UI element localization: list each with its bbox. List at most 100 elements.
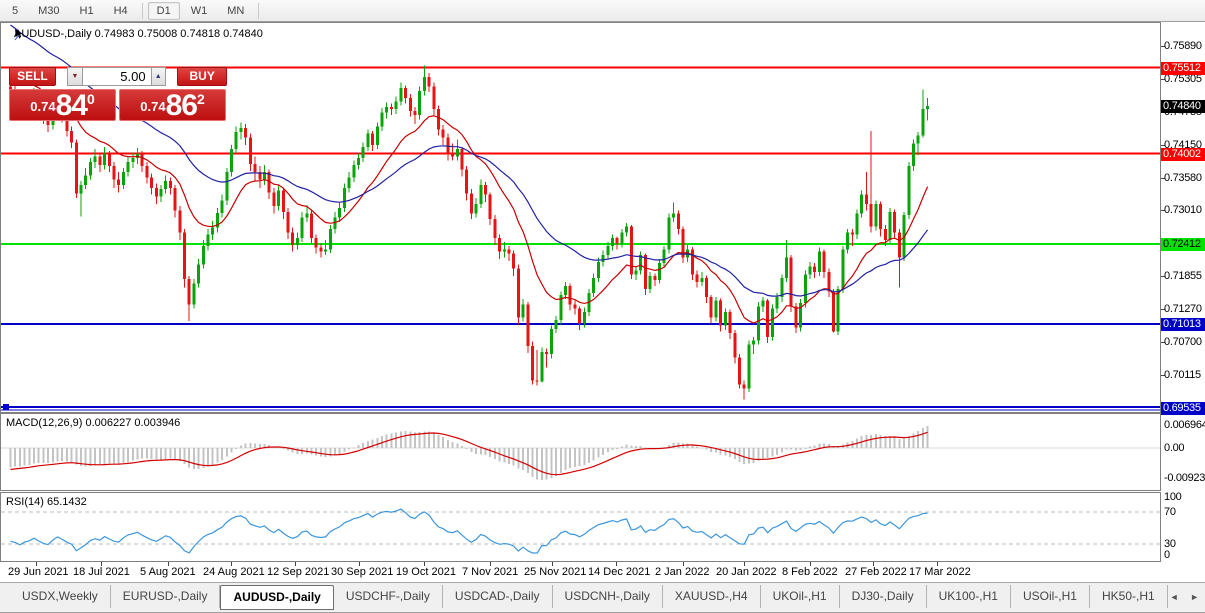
timeframe-button-h1[interactable]: H1: [79, 4, 94, 17]
chart-tab-eurusd[interactable]: EURUSD-,Daily: [111, 585, 221, 608]
price-axis-tick: [1161, 177, 1165, 179]
date-axis-tick: [490, 562, 491, 566]
macd-label: MACD(12,26,9) 0.006227 0.003946: [6, 417, 181, 429]
date-axis-tick: [616, 562, 617, 566]
tab-scroll-right-button[interactable]: ►: [1190, 592, 1199, 602]
date-axis-label: 5 Aug 2021: [140, 566, 196, 578]
price-chart-panel[interactable]: AUDUSD-,Daily 0.74983 0.75008 0.74818 0.…: [0, 22, 1161, 413]
chart-tab-usdcad[interactable]: USDCAD-,Daily: [443, 585, 553, 608]
price-line-label: 0.74002: [1161, 147, 1205, 161]
price-axis: 0.758900.753050.747350.741500.735800.730…: [1161, 22, 1205, 582]
date-axis-label: 24 Aug 2021: [203, 566, 265, 578]
chart-tab-xauusd[interactable]: XAUUSD-,H4: [663, 585, 761, 608]
price-axis-tick: [1161, 275, 1165, 277]
volume-input[interactable]: [81, 67, 152, 86]
symbol-quote-line: AUDUSD-,Daily 0.74983 0.75008 0.74818 0.…: [14, 28, 263, 40]
price-axis-label: 0.71270: [1164, 303, 1202, 316]
chart-tab-usdcnh[interactable]: USDCNH-,Daily: [553, 585, 663, 608]
price-line-label: 0.75512: [1161, 61, 1205, 75]
toolbar-separator: [141, 2, 143, 19]
timeframe-toolbar: 5 M30 H1 H4 D1 W1 MN: [0, 0, 1205, 22]
date-axis-label: 25 Nov 2021: [524, 566, 587, 578]
chart-tab-hk50[interactable]: HK50-,H1: [1090, 585, 1168, 608]
date-axis-label: 29 Jun 2021: [8, 566, 69, 578]
toolbar-separator: [258, 2, 260, 19]
buy-price-big: 86: [165, 89, 198, 122]
timeframe-button-h4[interactable]: H4: [113, 4, 128, 17]
buy-price-prefix: 0.74: [140, 99, 166, 114]
date-axis-label: 18 Jul 2021: [73, 566, 130, 578]
buy-button[interactable]: BUY: [177, 67, 228, 86]
sell-price-big: 84: [55, 89, 88, 122]
date-axis-tick: [231, 562, 232, 566]
macd-panel[interactable]: MACD(12,26,9) 0.006227 0.003946: [0, 413, 1161, 491]
sell-price-box[interactable]: 0.74 84 0: [9, 89, 116, 121]
chart-tab-ukoil[interactable]: UKOil-,H1: [761, 585, 840, 608]
date-axis: 29 Jun 2021 18 Jul 2021 5 Aug 2021 24 Aug 2…: [0, 562, 1161, 582]
price-axis-tick: [1161, 46, 1165, 47]
chart-tab-usdchf[interactable]: USDCHF-,Daily: [334, 585, 443, 608]
date-axis-label: 30 Sep 2021: [331, 566, 394, 578]
price-axis-label: 0.75305: [1164, 73, 1202, 86]
timeframe-button-w1[interactable]: W1: [190, 4, 208, 17]
rsi-canvas[interactable]: [1, 493, 1160, 561]
chart-tab-bar: USDX,Weekly EURUSD-,Daily AUDUSD-,Daily USD…: [0, 582, 1205, 613]
date-axis-tick: [424, 562, 425, 566]
spacer: [56, 67, 67, 86]
timeframe-button-mn[interactable]: MN: [227, 4, 245, 17]
date-axis-tick: [873, 562, 874, 566]
volume-increase-button[interactable]: ▲: [151, 67, 166, 86]
price-axis-label: 0.70115: [1164, 368, 1201, 381]
sell-button[interactable]: SELL: [9, 67, 56, 86]
date-axis-tick: [552, 562, 553, 566]
date-axis-tick: [683, 562, 684, 566]
macd-axis-label: -0.00923: [1164, 472, 1205, 484]
rsi-axis-label: 30: [1164, 538, 1176, 550]
price-line-label: 0.74840: [1161, 99, 1205, 113]
rsi-axis-label: 0: [1164, 549, 1170, 561]
date-axis-tick: [101, 562, 102, 566]
tab-scroll-left-button[interactable]: ◄: [1169, 592, 1179, 602]
date-axis-tick: [36, 562, 37, 566]
price-line-label: 0.69535: [1161, 401, 1205, 415]
price-axis-tick: [1161, 210, 1165, 212]
price-axis-label: 0.75890: [1164, 40, 1202, 52]
price-axis-tick: [1161, 309, 1165, 311]
date-axis-tick: [744, 562, 745, 566]
date-axis-label: 19 Oct 2021: [396, 566, 456, 578]
macd-axis-label: 0.006964: [1164, 419, 1205, 431]
price-axis-tick: [1161, 374, 1165, 376]
buy-price-box[interactable]: 0.74 86 2: [119, 89, 226, 121]
timeframe-button-5[interactable]: 5: [12, 4, 19, 17]
rsi-axis-label: 100: [1164, 491, 1182, 503]
date-axis-label: 27 Feb 2022: [845, 566, 907, 578]
date-axis-tick: [937, 562, 938, 566]
volume-decrease-button[interactable]: ▼: [67, 67, 82, 86]
macd-canvas[interactable]: [1, 414, 1160, 490]
date-axis-label: 14 Dec 2021: [588, 566, 651, 578]
date-axis-label: 8 Feb 2022: [782, 566, 838, 578]
date-axis-tick: [168, 562, 169, 566]
rsi-panel[interactable]: RSI(14) 65.1432: [0, 492, 1161, 562]
price-axis-label: 0.73010: [1164, 204, 1202, 217]
spacer: [166, 67, 177, 86]
cursor-icon: [14, 29, 22, 41]
price-axis-label: 0.71855: [1164, 269, 1202, 282]
chart-tab-usdx[interactable]: USDX,Weekly: [10, 585, 111, 608]
buy-price-pip: 2: [196, 91, 205, 107]
timeframe-button-d1[interactable]: D1: [147, 1, 180, 20]
rsi-label: RSI(14) 65.1432: [6, 496, 87, 508]
chart-tab-uk100[interactable]: UK100-,H1: [927, 585, 1011, 608]
date-axis-label: 2 Jan 2022: [655, 566, 710, 578]
price-axis-tick: [1161, 79, 1165, 81]
price-line-label: 0.72412: [1161, 238, 1205, 252]
chart-header: AUDUSD-,Daily 0.74983 0.75008 0.74818 0.…: [14, 28, 263, 41]
price-chart-canvas[interactable]: [1, 23, 1160, 412]
chart-tab-dj30[interactable]: DJ30-,Daily: [840, 585, 927, 608]
timeframe-button-m30[interactable]: M30: [38, 4, 60, 17]
chart-tab-usoil[interactable]: USOil-,H1: [1011, 585, 1090, 608]
chart-tab-audusd[interactable]: AUDUSD-,Daily: [220, 585, 334, 610]
date-axis-label: 20 Jan 2022: [716, 566, 777, 578]
